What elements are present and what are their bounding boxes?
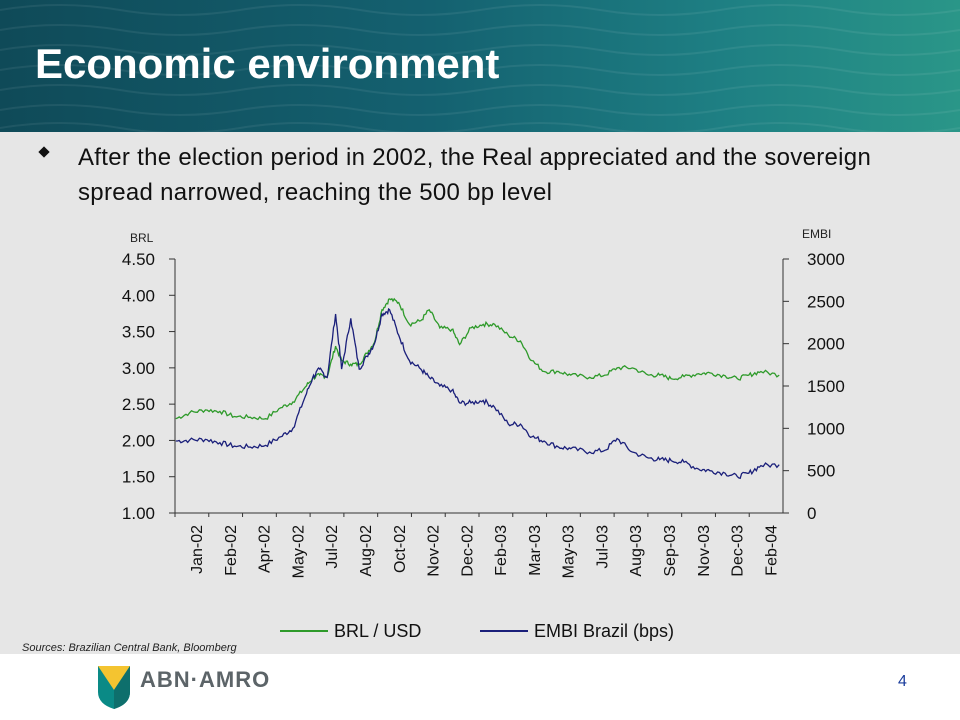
x-tick-label: Dec-03 <box>730 525 747 577</box>
left-tick-label: 2.50 <box>122 395 155 414</box>
x-tick-label: Sep-03 <box>662 525 679 577</box>
right-tick-label: 1000 <box>807 419 845 438</box>
x-tick-label: Aug-03 <box>628 525 645 577</box>
abn-amro-shield-icon <box>98 666 130 709</box>
right-tick-label: 2500 <box>807 292 845 311</box>
x-tick-label: Feb-02 <box>223 525 240 576</box>
left-tick-label: 3.00 <box>122 359 155 378</box>
abn-amro-logo-text: ABN·AMRO <box>140 667 271 692</box>
x-tick-label: Jul-03 <box>594 525 611 569</box>
right-tick-label: 3000 <box>807 250 845 269</box>
brl-usd-series-line <box>175 297 780 421</box>
chart-legend: BRL / USD EMBI Brazil (bps) <box>280 621 674 641</box>
x-tick-label: Feb-03 <box>493 525 510 576</box>
right-tick-label: 2000 <box>807 335 845 354</box>
brl-embi-line-chart: BRL EMBI 1.00 1.50 2.00 2.50 3.00 3.50 4.00 4.5… <box>122 227 845 641</box>
left-tick-label: 2.00 <box>122 431 155 450</box>
legend-label-embi: EMBI Brazil (bps) <box>534 621 674 641</box>
slide-title: Economic environment <box>35 40 500 87</box>
x-tick-label: Oct-02 <box>392 525 409 573</box>
x-tick-label: Nov-02 <box>426 525 443 577</box>
x-tick-label: May-02 <box>290 525 307 578</box>
chart-lines <box>175 297 780 480</box>
page-number: 4 <box>898 673 907 690</box>
source-note: Sources: Brazilian Central Bank, Bloombe… <box>22 642 237 654</box>
x-tick-label: Mar-03 <box>527 525 544 576</box>
header-banner: Economic environment <box>0 0 960 132</box>
x-tick-label: Nov-03 <box>696 525 713 577</box>
right-axis-label: EMBI <box>802 227 831 241</box>
legend-label-brl: BRL / USD <box>334 621 421 641</box>
left-tick-label: 1.00 <box>122 504 155 523</box>
right-tick-label: 1500 <box>807 377 845 396</box>
x-tick-label: Apr-02 <box>257 525 274 573</box>
left-tick-label: 3.50 <box>122 323 155 342</box>
left-tick-label: 4.00 <box>122 286 155 305</box>
x-tick-label: Jul-02 <box>324 525 341 569</box>
right-tick-label: 0 <box>807 504 816 523</box>
wave-pattern-decoration <box>0 4 960 132</box>
x-tick-label: Jan-02 <box>189 525 206 574</box>
left-tick-label: 4.50 <box>122 250 155 269</box>
right-tick-label: 500 <box>807 462 835 481</box>
x-tick-label: Feb-04 <box>763 525 780 576</box>
left-axis-label: BRL <box>130 231 154 245</box>
chart-axes: 1.00 1.50 2.00 2.50 3.00 3.50 4.00 4.50 0 500 1000… <box>122 250 845 578</box>
x-tick-label: May-03 <box>561 525 578 578</box>
content-panel <box>0 132 960 654</box>
bullet-text: After the election period in 2002, the R… <box>78 144 872 206</box>
left-tick-label: 1.50 <box>122 468 155 487</box>
x-tick-label: Dec-02 <box>459 525 476 577</box>
x-tick-label: Aug-02 <box>358 525 375 577</box>
embi-brazil-series-line <box>175 307 780 480</box>
